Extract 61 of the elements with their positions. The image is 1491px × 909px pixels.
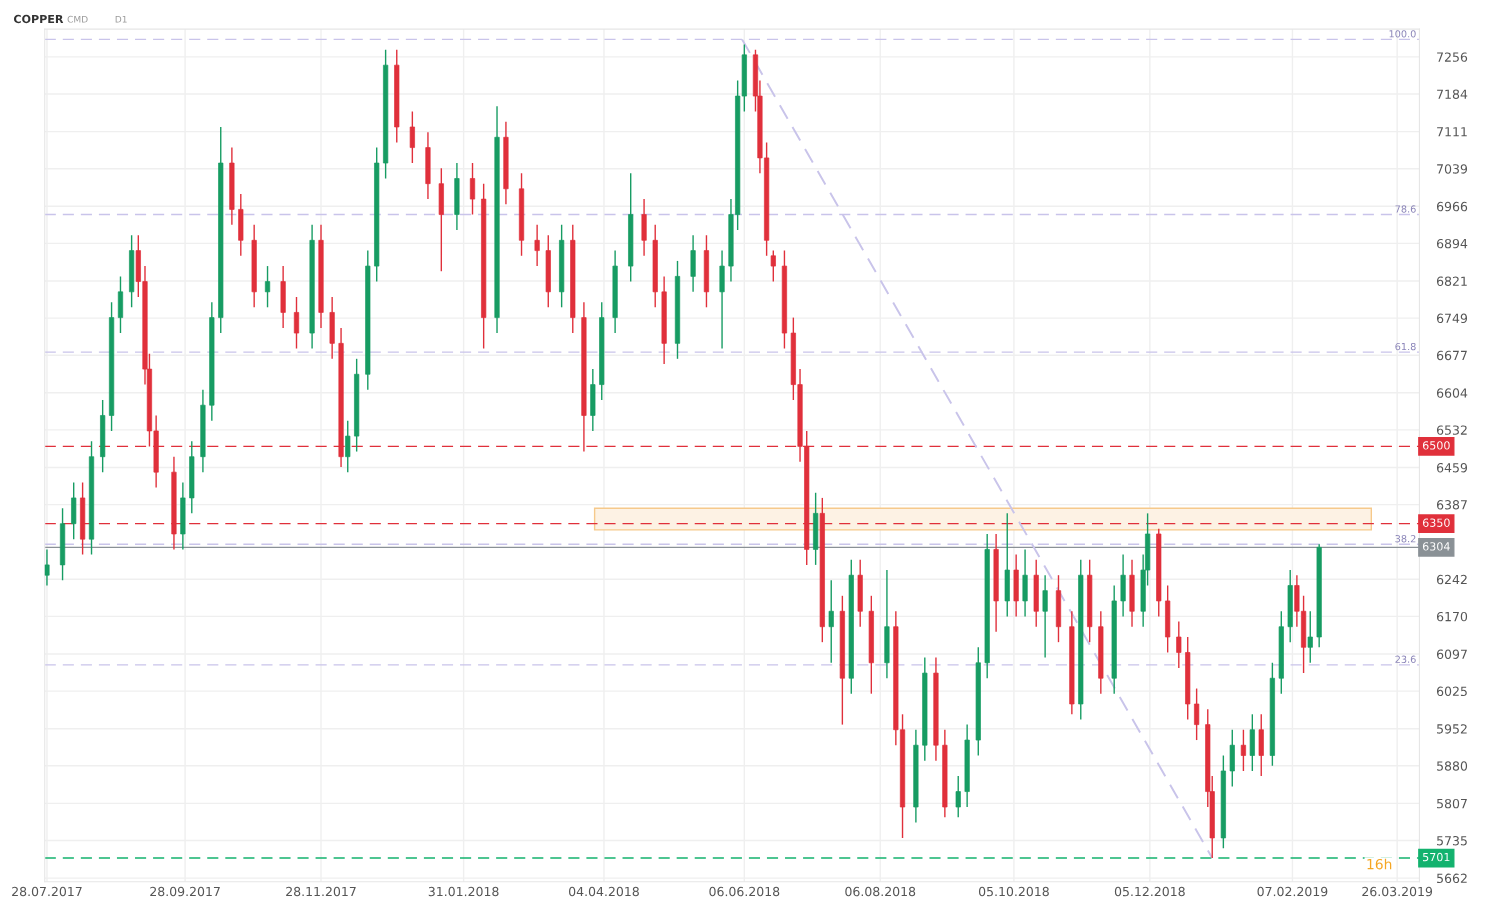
y-tick-label: 6242: [1436, 574, 1467, 585]
y-tick-label: 5807: [1437, 798, 1467, 809]
candlestick: [44, 548, 50, 587]
y-tick-label: 6749: [1436, 313, 1468, 324]
candlestick: [955, 775, 961, 819]
candlestick: [469, 162, 476, 216]
annotation: 100.0: [1389, 30, 1416, 38]
y-tick-label: 7039: [1437, 164, 1468, 174]
candlestick: [409, 110, 415, 164]
x-tick-label: 05.12.2018: [1114, 886, 1185, 897]
y-tick-label: 7111: [1437, 127, 1467, 137]
candlestick: [770, 249, 776, 283]
y-tick-label: 6821: [1436, 276, 1467, 286]
x-tick-label: 28.07.2017: [12, 886, 82, 897]
text: D1: [115, 15, 127, 23]
candlestick: [345, 419, 351, 473]
candlestick: [1176, 620, 1182, 669]
candlestick: [1307, 610, 1313, 664]
candlestick: [1042, 574, 1048, 659]
x-tick-label: 31.01.2018: [428, 886, 499, 897]
x-tick-label: 05.10.2018: [978, 886, 1049, 897]
ref-line-label: 6304: [1422, 542, 1450, 551]
y-tick-label: 6532: [1436, 425, 1467, 435]
y-tick-label: 6677: [1436, 350, 1467, 361]
annotation: 38.2: [1395, 535, 1416, 543]
y-tick-label: 5880: [1437, 761, 1468, 771]
y-tick-label: 6387: [1436, 500, 1467, 510]
y-tick-label: 6025: [1436, 686, 1467, 697]
y-tick-label: 6097: [1436, 649, 1467, 659]
x-tick-label: 28.09.2017: [150, 886, 220, 897]
chart-title: COPPER: [13, 14, 64, 24]
x-tick-label: 07.02.2019: [1257, 886, 1328, 897]
candlestick: [534, 224, 540, 267]
y-tick-label: 6894: [1436, 238, 1468, 249]
text: CMD: [67, 15, 88, 23]
y-tick-label: 5735: [1437, 835, 1467, 846]
y-tick-label: 7184: [1437, 89, 1468, 99]
ref-line-label: 5701: [1423, 852, 1450, 862]
x-tick-label: 06.06.2018: [709, 886, 780, 897]
candlestick: [1194, 687, 1200, 741]
y-tick-label: 6966: [1436, 201, 1468, 212]
x-tick-label: 06.08.2018: [845, 886, 916, 897]
ref-line-label: 6350: [1422, 518, 1450, 527]
y-tick-label: 5952: [1437, 724, 1467, 734]
x-tick-label: 28.11.2017: [286, 886, 356, 897]
annotation: 78.6: [1395, 205, 1416, 213]
candlestick: [828, 579, 834, 664]
annotation: 61.8: [1395, 342, 1416, 351]
y-tick-label: 6459: [1436, 462, 1468, 473]
annotation: 16h: [1367, 858, 1392, 870]
y-tick-label: 6170: [1436, 611, 1468, 622]
candlestick: [264, 265, 271, 308]
candlestick: [293, 296, 300, 350]
ref-line-label: 6500: [1422, 441, 1450, 450]
candlestick: [1240, 729, 1246, 772]
annotation: 23.6: [1395, 655, 1416, 663]
y-tick-label: 5662: [1437, 873, 1467, 884]
y-tick-label: 6604: [1436, 388, 1468, 398]
x-tick-label: 26.03.2019: [1362, 886, 1433, 897]
x-tick-label: 04.04.2018: [569, 886, 639, 897]
y-tick-label: 7256: [1437, 52, 1468, 62]
